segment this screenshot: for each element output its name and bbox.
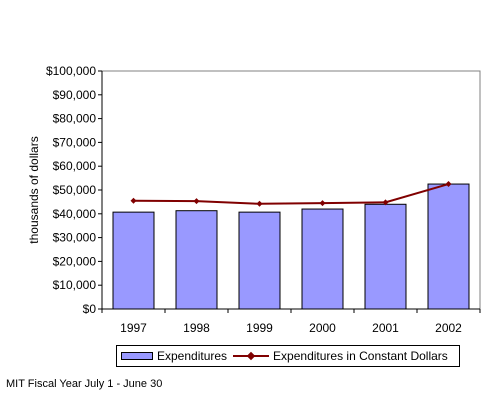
plot-area xyxy=(101,70,481,310)
bar xyxy=(364,203,407,310)
x-tick-label: 1999 xyxy=(246,321,273,335)
line-point xyxy=(256,200,263,207)
bar xyxy=(112,211,155,310)
x-tick-label: 2001 xyxy=(372,321,399,335)
line-point xyxy=(193,198,200,205)
y-tick-label: $50,000 xyxy=(53,183,97,197)
line-point xyxy=(130,197,137,204)
line-point xyxy=(445,181,452,188)
legend-item-expenditures: Expenditures xyxy=(117,349,227,363)
y-axis-label: thousands of dollars xyxy=(27,136,41,244)
y-tick-label: $0 xyxy=(83,302,97,316)
y-tick-label: $20,000 xyxy=(53,254,97,268)
bar xyxy=(427,183,470,310)
x-tick-label: 2000 xyxy=(309,321,336,335)
y-tick-label: $30,000 xyxy=(53,231,97,245)
y-tick-label: $100,000 xyxy=(46,64,96,78)
y-tick-label: $40,000 xyxy=(53,207,97,221)
legend-swatch-expenditures xyxy=(121,352,153,360)
legend-item-constant-dollars: Expenditures in Constant Dollars xyxy=(227,349,448,363)
x-tick-label: 1997 xyxy=(120,321,147,335)
y-tick-label: $70,000 xyxy=(53,135,97,149)
y-tick-label: $80,000 xyxy=(53,112,97,126)
x-tick-label: 2002 xyxy=(435,321,462,335)
y-tick-label: $60,000 xyxy=(53,159,97,173)
y-tick-label: $90,000 xyxy=(53,88,97,102)
series-line xyxy=(133,183,449,205)
line-point xyxy=(382,199,389,206)
legend: Expenditures Expenditures in Constant Do… xyxy=(116,345,460,367)
y-tick-label: $10,000 xyxy=(53,278,97,292)
legend-label-expenditures: Expenditures xyxy=(157,349,228,363)
footnote: MIT Fiscal Year July 1 - June 30 xyxy=(6,378,163,390)
bar xyxy=(238,211,281,310)
x-tick-label: 1998 xyxy=(183,321,210,335)
line-point xyxy=(319,200,326,207)
legend-label-constant-dollars: Expenditures in Constant Dollars xyxy=(273,349,448,363)
bar xyxy=(175,210,218,310)
legend-swatch-constant-dollars xyxy=(233,351,270,361)
bar xyxy=(301,208,344,310)
